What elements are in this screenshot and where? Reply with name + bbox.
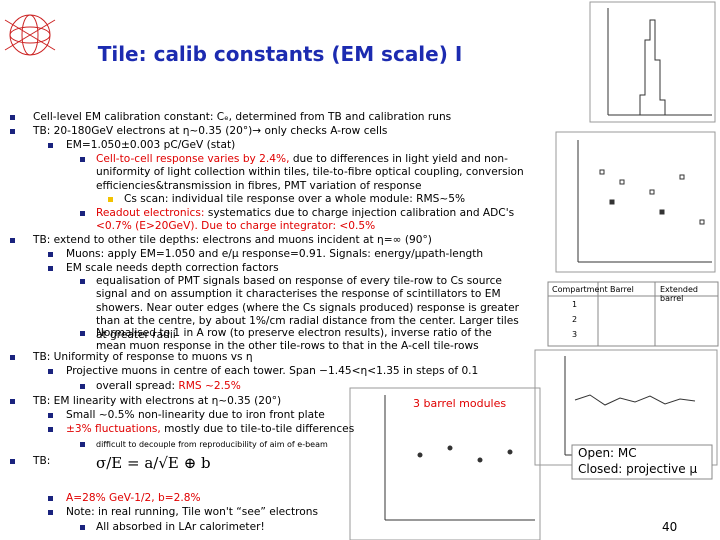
bullet-marker	[80, 442, 85, 447]
bullet-text: TB:	[33, 455, 51, 467]
table-row-label: 2	[572, 315, 578, 324]
legend-entry: Open: MC	[578, 446, 637, 460]
bullet-text: All absorbed in LAr calorimeter!	[96, 521, 265, 533]
legend-box	[571, 444, 713, 480]
annotation: 3 barrel modules	[413, 397, 507, 410]
bullet: Projective muons in centre of each tower…	[66, 365, 545, 378]
response-plot	[555, 131, 716, 273]
table-header-cell: Extended barrel	[660, 285, 698, 303]
bullet-text: A=28% GeV-1/2, b=2.8%	[66, 492, 201, 504]
bullet-marker	[10, 115, 15, 120]
bullet: TB: EM linearity with electrons at η~0.3…	[33, 395, 545, 408]
bullet-text: TB: extend to other tile depths: electro…	[33, 234, 432, 246]
bullet-marker	[10, 238, 15, 243]
bullet-marker	[10, 355, 15, 360]
bullet: difficult to decouple from reproducibili…	[96, 438, 545, 451]
bullet-text: Readout electronics:	[96, 207, 205, 219]
bullet-marker	[48, 427, 53, 432]
bullet: ±3% fluctuations, mostly due to tile-to-…	[66, 423, 545, 436]
logo	[4, 14, 56, 56]
table-header-cell: Compartment	[552, 285, 608, 294]
legend-entry: Closed: projective μ	[578, 462, 698, 476]
bullet: Cell-level EM calibration constant: Cₑ, …	[33, 111, 525, 124]
bullet-marker	[108, 197, 113, 202]
bullet-text: ±3% fluctuations,	[66, 423, 161, 435]
bullet-marker	[80, 384, 85, 389]
bullet: TB:	[33, 455, 525, 468]
bullet-text: Normalised to 1 in A row (to preserve el…	[96, 327, 492, 353]
slide-title: Tile: calib constants (EM scale) I	[97, 42, 463, 66]
bullet-text: RMS ~2.5%	[178, 380, 241, 392]
bullet-marker	[80, 157, 85, 162]
table-row-label: 3	[572, 330, 578, 339]
bullet-marker	[80, 211, 85, 216]
bullet-text: Projective muons in centre of each tower…	[66, 365, 479, 377]
bullet-text: TB: 20-180GeV electrons at η~0.35 (20°)→…	[33, 125, 388, 137]
histogram-figure	[589, 1, 716, 123]
bullet: Readout electronics: systematics due to …	[96, 207, 525, 234]
bullet: A=28% GeV-1/2, b=2.8%	[66, 492, 525, 505]
bullet-text: Cs scan: individual tile response over a…	[124, 193, 466, 205]
bullet-text: Cell-to-cell response varies by 2.4%,	[96, 153, 290, 165]
bullet-text: mostly due to tile-to-tile differences	[160, 423, 355, 435]
bullet-marker	[48, 252, 53, 257]
calib-table	[547, 281, 719, 347]
bullet-marker	[80, 331, 85, 336]
bullet-text: Note: in real running, Tile won't “see” …	[66, 506, 318, 518]
bullet-text: TB: Uniformity of response to muons vs η	[33, 351, 253, 363]
bullet-marker	[10, 129, 15, 134]
bullet-text: EM scale needs depth correction factors	[66, 262, 279, 274]
bullet: EM=1.050±0.003 pC/GeV (stat)	[66, 139, 525, 152]
bullet-marker	[48, 369, 53, 374]
bullet-marker	[48, 496, 53, 501]
bullet-text: <0.7% (E>20GeV). Due to charge integrato…	[96, 220, 376, 233]
table-header-cell: Barrel	[610, 285, 634, 294]
bullet-text: EM=1.050±0.003 pC/GeV (stat)	[66, 139, 236, 151]
bullet: overall spread: RMS ~2.5%	[96, 380, 545, 393]
bullet-marker	[10, 459, 15, 464]
bullet: Small ~0.5% non-linearity due to iron fr…	[66, 409, 545, 422]
bullet-marker	[48, 266, 53, 271]
bullet-marker	[80, 525, 85, 530]
page-number: 40	[662, 520, 678, 534]
bullet: Cs scan: individual tile response over a…	[124, 193, 525, 206]
linearity-plot	[349, 387, 541, 540]
bullet-text: Small ~0.5% non-linearity due to iron fr…	[66, 409, 325, 421]
bullet-text: systematics due to charge injection cali…	[204, 207, 515, 219]
bullet: Cell-to-cell response varies by 2.4%, du…	[96, 153, 525, 193]
bullet: TB: Uniformity of response to muons vs η	[33, 351, 525, 364]
formula: σ/E = a/√E ⊕ b	[96, 454, 211, 472]
bullet-text: overall spread:	[96, 380, 179, 392]
bullet-text: TB: EM linearity with electrons at η~0.3…	[33, 395, 282, 407]
bullet-marker	[48, 143, 53, 148]
bullet: equalisation of PMT signals based on res…	[96, 275, 525, 342]
bullet-text: equalisation of PMT signals based on res…	[96, 275, 519, 341]
bullet-marker	[10, 399, 15, 404]
bullet: All absorbed in LAr calorimeter!	[96, 521, 525, 534]
bullet: Normalised to 1 in A row (to preserve el…	[96, 327, 525, 354]
bullet-marker	[48, 510, 53, 515]
table-row-label: 1	[572, 300, 578, 309]
bullet-marker	[80, 279, 85, 284]
bullet: Note: in real running, Tile won't “see” …	[66, 506, 525, 519]
bullet: EM scale needs depth correction factors	[66, 262, 525, 275]
bullet-text: Cell-level EM calibration constant: Cₑ, …	[33, 111, 452, 123]
bullet-text: due to differences in light yield and no…	[96, 153, 524, 192]
bullet: Muons: apply EM=1.050 and e/μ response=0…	[66, 248, 525, 261]
bullet: TB: extend to other tile depths: electro…	[33, 234, 525, 247]
bullet-text: difficult to decouple from reproducibili…	[96, 440, 328, 449]
bullet-marker	[48, 413, 53, 418]
bullet: TB: 20-180GeV electrons at η~0.35 (20°)→…	[33, 125, 525, 138]
bullet-text: Muons: apply EM=1.050 and e/μ response=0…	[66, 248, 484, 260]
